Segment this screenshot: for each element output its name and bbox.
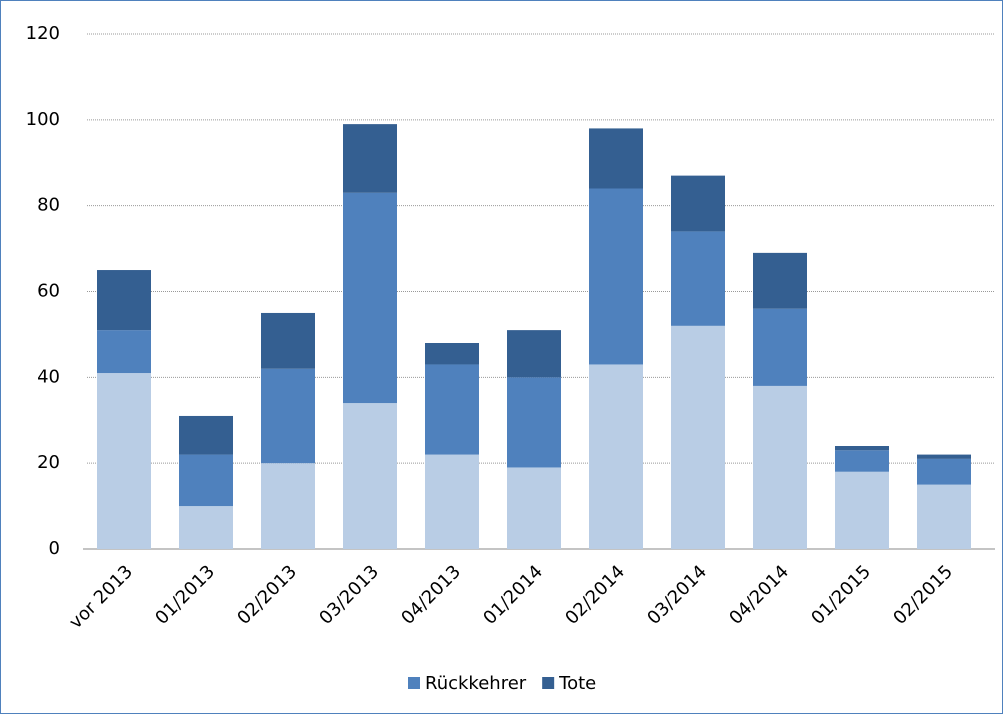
- y-tick-label: 40: [37, 366, 60, 387]
- bar-segment: [589, 364, 643, 549]
- bar-segment: [753, 252, 807, 309]
- bar-segment: [179, 415, 233, 455]
- bar-segment: [835, 446, 889, 451]
- bar-segment: [343, 403, 397, 549]
- bar-segment: [753, 308, 807, 386]
- y-tick-label: 0: [49, 538, 60, 559]
- bar-segment: [507, 330, 561, 378]
- bar-segment: [671, 325, 725, 549]
- bar-segment: [917, 484, 971, 549]
- bar-segment: [97, 373, 151, 549]
- legend-label: Rückkehrer: [425, 673, 527, 694]
- bar-segment: [671, 231, 725, 326]
- bar-segment: [179, 454, 233, 507]
- bar-segment: [671, 175, 725, 232]
- bar-segment: [917, 458, 971, 485]
- bar-segment: [917, 454, 971, 459]
- bar-segment: [835, 450, 889, 472]
- bar-segment: [97, 330, 151, 374]
- legend-swatch: [542, 677, 555, 689]
- bar-segment: [343, 192, 397, 404]
- y-tick-label: 20: [37, 452, 60, 473]
- y-tick-label: 120: [26, 23, 60, 44]
- bar-segment: [343, 124, 397, 193]
- bar-segment: [261, 312, 315, 369]
- legend-swatch: [408, 677, 420, 689]
- bar-segment: [261, 368, 315, 464]
- bar-segment: [589, 188, 643, 365]
- bar-segment: [589, 128, 643, 189]
- bar-segment: [179, 506, 233, 549]
- bar-segment: [425, 364, 479, 455]
- bar-segment: [425, 454, 479, 549]
- bar-segment: [97, 270, 151, 331]
- y-tick-label: 80: [37, 195, 60, 216]
- bar-segment: [753, 385, 807, 549]
- bar-segment: [507, 467, 561, 549]
- bar-segment: [261, 463, 315, 549]
- y-tick-label: 100: [26, 109, 60, 130]
- bar-segment: [425, 343, 479, 365]
- bar-segment: [835, 471, 889, 549]
- legend-label: Tote: [558, 673, 596, 694]
- y-tick-label: 60: [37, 281, 60, 302]
- bar-segment: [507, 377, 561, 468]
